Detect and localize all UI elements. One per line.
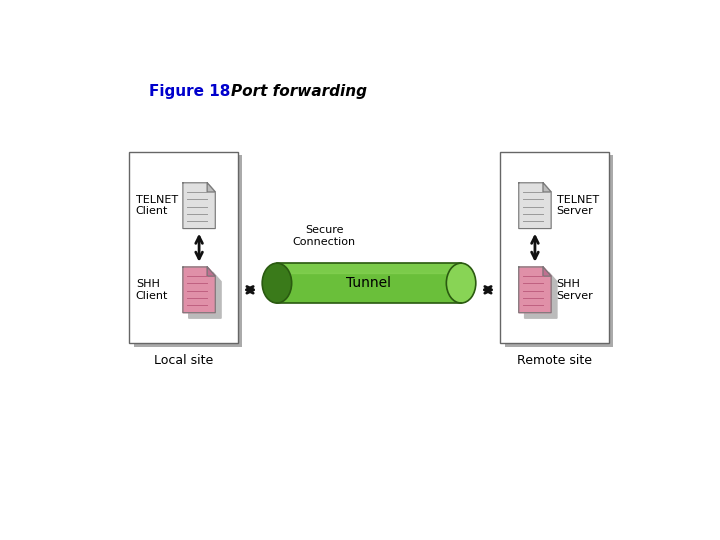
Text: Local site: Local site (154, 354, 213, 367)
Ellipse shape (446, 263, 476, 303)
Polygon shape (543, 183, 551, 192)
Polygon shape (519, 183, 551, 228)
Text: TELNET
Client: TELNET Client (136, 195, 178, 217)
Polygon shape (183, 183, 215, 228)
Ellipse shape (262, 263, 292, 303)
Polygon shape (207, 267, 215, 276)
Polygon shape (543, 267, 551, 276)
Text: Port forwarding: Port forwarding (210, 84, 367, 98)
Text: Figure 18: Figure 18 (148, 84, 230, 98)
Text: SHH
Client: SHH Client (136, 279, 168, 301)
Bar (277, 263, 461, 303)
Bar (505, 156, 613, 347)
Text: TELNET
Server: TELNET Server (557, 195, 599, 217)
Polygon shape (525, 273, 557, 318)
Polygon shape (519, 267, 551, 313)
Bar (129, 152, 238, 343)
Bar (133, 156, 243, 347)
Polygon shape (183, 267, 215, 313)
Text: SHH
Server: SHH Server (557, 279, 593, 301)
Polygon shape (207, 183, 215, 192)
Text: Secure
Connection: Secure Connection (293, 225, 356, 246)
Polygon shape (189, 273, 221, 318)
Bar (500, 152, 609, 343)
Text: Tunnel: Tunnel (346, 276, 392, 290)
Text: Remote site: Remote site (517, 354, 592, 367)
